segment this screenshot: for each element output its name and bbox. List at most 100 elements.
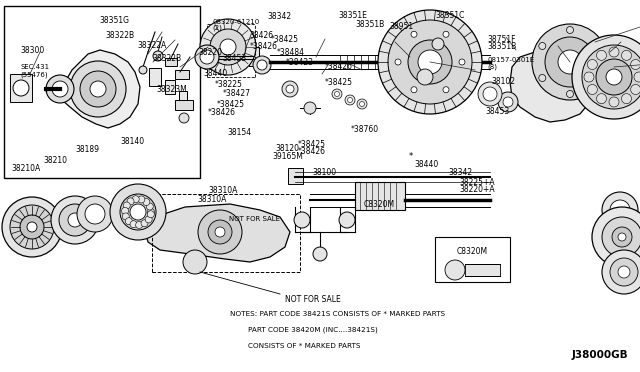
Text: 38100: 38100: [312, 169, 337, 177]
Circle shape: [20, 215, 44, 239]
Text: CONSISTS OF * MARKED PARTS: CONSISTS OF * MARKED PARTS: [230, 343, 360, 349]
Text: 38322B: 38322B: [152, 54, 182, 63]
Bar: [4, 6, 200, 178]
Text: 38351C: 38351C: [435, 11, 465, 20]
Circle shape: [46, 75, 74, 103]
Circle shape: [357, 99, 367, 109]
Circle shape: [124, 202, 131, 209]
Circle shape: [220, 39, 236, 55]
Circle shape: [153, 51, 163, 61]
Circle shape: [408, 40, 452, 84]
Bar: [152, 194, 300, 272]
Circle shape: [443, 87, 449, 93]
Text: *38426: *38426: [250, 42, 278, 51]
Circle shape: [532, 24, 608, 100]
Circle shape: [588, 84, 597, 94]
Circle shape: [596, 50, 607, 60]
Polygon shape: [58, 50, 140, 128]
Circle shape: [503, 97, 513, 107]
Text: *38426: *38426: [325, 62, 353, 71]
Circle shape: [566, 90, 573, 97]
Text: 38322A: 38322A: [138, 41, 167, 50]
Circle shape: [602, 217, 640, 257]
Circle shape: [566, 26, 573, 33]
Text: 38440: 38440: [204, 69, 228, 78]
Circle shape: [606, 69, 622, 85]
Text: 38751F: 38751F: [488, 35, 516, 44]
Circle shape: [139, 66, 147, 74]
Circle shape: [145, 216, 152, 223]
Text: 38210A: 38210A: [12, 164, 41, 173]
Circle shape: [483, 87, 497, 101]
Text: *38427: *38427: [223, 89, 251, 97]
Circle shape: [345, 95, 355, 105]
Text: C8320M: C8320M: [364, 200, 395, 209]
Circle shape: [610, 258, 638, 286]
Circle shape: [443, 31, 449, 37]
Circle shape: [588, 60, 597, 70]
Circle shape: [257, 60, 267, 70]
Text: *38425: *38425: [325, 78, 353, 87]
Circle shape: [602, 250, 640, 294]
Text: *38425: *38425: [298, 140, 326, 149]
Circle shape: [378, 10, 482, 114]
Circle shape: [80, 71, 116, 107]
Text: *38425: *38425: [271, 35, 299, 44]
Circle shape: [304, 102, 316, 114]
Circle shape: [418, 50, 442, 74]
Text: 38351B: 38351B: [488, 42, 517, 51]
Text: 39165M: 39165M: [272, 152, 303, 161]
Circle shape: [498, 92, 518, 112]
Text: 08157-0301E: 08157-0301E: [488, 57, 535, 63]
Polygon shape: [510, 47, 595, 122]
Text: 38426: 38426: [250, 31, 274, 40]
Circle shape: [621, 50, 632, 60]
Text: (2): (2): [212, 25, 222, 31]
Circle shape: [459, 59, 465, 65]
Text: 38351G: 38351G: [99, 16, 129, 25]
Text: NOT FOR SALE: NOT FOR SALE: [229, 217, 280, 222]
Text: 38140: 38140: [120, 137, 145, 146]
Circle shape: [610, 200, 630, 220]
Circle shape: [445, 260, 465, 280]
Circle shape: [141, 220, 148, 227]
Circle shape: [122, 213, 129, 220]
Circle shape: [195, 45, 219, 69]
Circle shape: [572, 35, 640, 119]
Text: NOT FOR SALE: NOT FOR SALE: [285, 295, 340, 305]
Circle shape: [545, 37, 595, 87]
Bar: [149, 68, 161, 86]
Circle shape: [417, 69, 433, 85]
Text: 38102: 38102: [492, 77, 516, 86]
Text: 38220: 38220: [198, 48, 223, 57]
Circle shape: [594, 74, 601, 81]
Text: 38440: 38440: [415, 160, 439, 169]
Circle shape: [208, 220, 232, 244]
Circle shape: [59, 204, 91, 236]
Circle shape: [110, 184, 166, 240]
Circle shape: [313, 247, 327, 261]
Circle shape: [582, 45, 640, 109]
Text: 38323M: 38323M: [157, 85, 188, 94]
Circle shape: [27, 222, 37, 232]
Bar: [165, 58, 177, 66]
Circle shape: [594, 42, 601, 49]
Bar: [175, 70, 189, 79]
Text: PART CODE 38420M (INC....38421S): PART CODE 38420M (INC....38421S): [230, 327, 378, 333]
Bar: [355, 182, 405, 210]
Circle shape: [630, 84, 640, 94]
Circle shape: [183, 250, 207, 274]
Circle shape: [478, 82, 502, 106]
Circle shape: [132, 196, 140, 203]
Circle shape: [125, 218, 132, 225]
Circle shape: [51, 196, 99, 244]
Text: C8320M: C8320M: [456, 247, 488, 257]
Text: *38225: *38225: [214, 80, 243, 89]
Text: 38225+A: 38225+A: [460, 178, 495, 187]
Text: J38000GB: J38000GB: [572, 350, 628, 360]
Circle shape: [179, 113, 189, 123]
Circle shape: [10, 205, 54, 249]
Circle shape: [286, 85, 294, 93]
Text: *38426: *38426: [208, 108, 236, 117]
Circle shape: [609, 47, 619, 57]
